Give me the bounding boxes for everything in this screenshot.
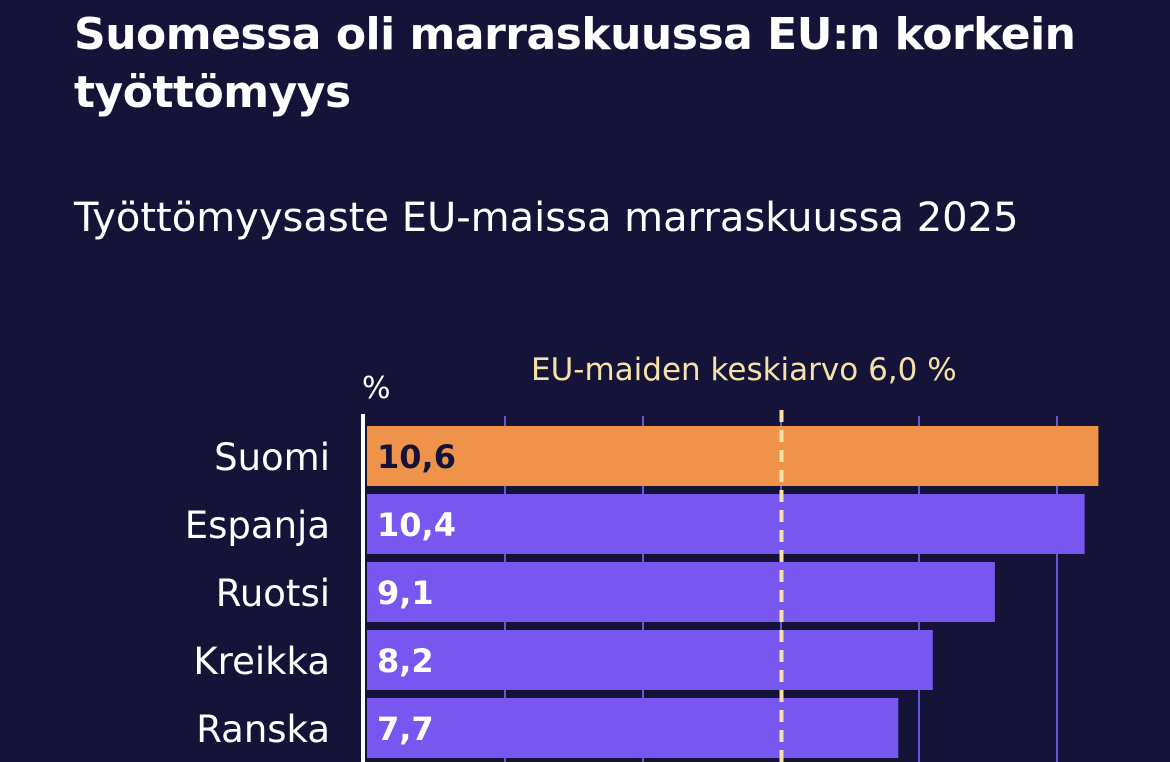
bar xyxy=(367,698,899,758)
category-label: Ruotsi xyxy=(216,572,330,615)
bar-value-label: 10,6 xyxy=(377,438,456,476)
bar-value-label: 7,7 xyxy=(377,710,434,748)
category-label: Kreikka xyxy=(193,640,330,683)
chart-title: Suomessa oli marraskuussa EU:n korkein t… xyxy=(74,9,1076,118)
bar xyxy=(367,494,1085,554)
bar xyxy=(367,562,995,622)
bar-value-label: 8,2 xyxy=(377,642,434,680)
bar xyxy=(367,426,1099,486)
bar-value-label: 9,1 xyxy=(377,574,434,612)
category-label: Espanja xyxy=(185,504,330,547)
average-reference-label: EU-maiden keskiarvo 6,0 % xyxy=(531,352,957,388)
chart-subtitle: Työttömyysaste EU-maissa marraskuussa 20… xyxy=(74,195,1019,241)
category-label: Ranska xyxy=(196,708,330,751)
bar-value-label: 10,4 xyxy=(377,506,456,544)
unit-label: % xyxy=(362,371,391,406)
bar xyxy=(367,630,933,690)
category-label: Suomi xyxy=(214,436,330,479)
